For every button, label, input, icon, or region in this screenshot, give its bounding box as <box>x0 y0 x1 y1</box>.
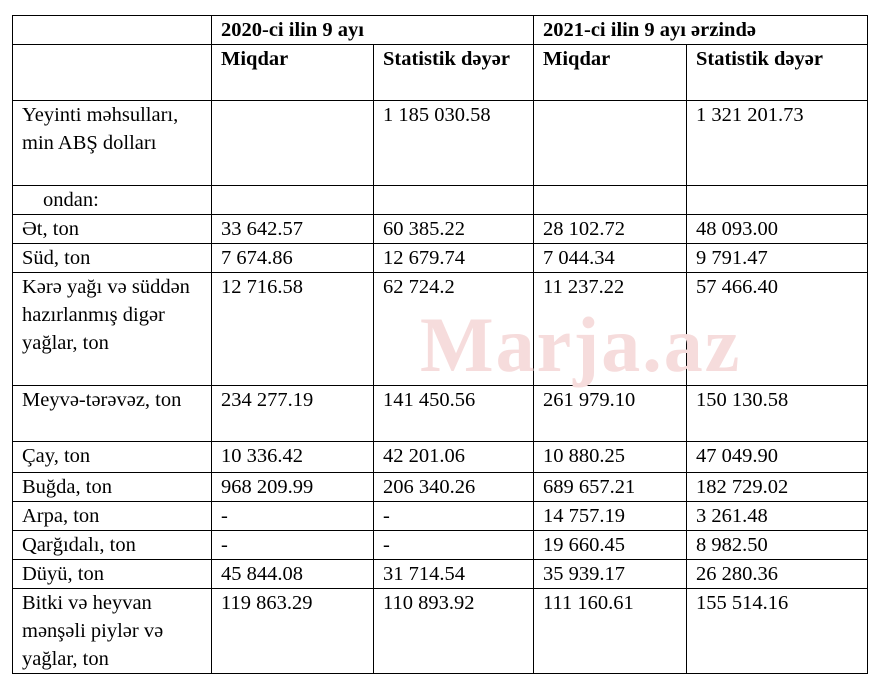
cell-v2020: 12 679.74 <box>373 243 534 273</box>
cell-q2020 <box>211 100 374 186</box>
row-label: Buğda, ton <box>12 472 212 502</box>
table-row: Kərə yağı və süddən hazırlanmış digər ya… <box>12 272 869 386</box>
header-empty-cell <box>12 44 212 101</box>
cell-v2021: 47 049.90 <box>685 441 869 473</box>
row-label: Ət, ton <box>12 214 212 244</box>
cell-q2021: 14 757.19 <box>533 501 687 531</box>
cell-v2020: 206 340.26 <box>373 472 534 502</box>
cell-q2021: 19 660.45 <box>533 530 687 560</box>
cell-q2021 <box>533 185 687 215</box>
table-row: ondan: <box>12 185 869 215</box>
header-quantity-2021: Miqdar <box>533 44 687 101</box>
cell-q2021: 7 044.34 <box>533 243 687 273</box>
table-row: Çay, ton 10 336.42 42 201.06 10 880.25 47 04… <box>12 441 869 473</box>
row-label: ondan: <box>12 185 212 215</box>
table-row: Meyvə-tərəvəz, ton 234 277.19 141 450.56 26… <box>12 385 869 442</box>
row-label: Kərə yağı və süddən hazırlanmış digər ya… <box>12 272 212 386</box>
cell-v2021: 48 093.00 <box>685 214 869 244</box>
food-imports-table: 2020-ci ilin 9 ayı 2021-ci ilin 9 ayı ər… <box>12 15 869 674</box>
cell-q2020: - <box>211 530 374 560</box>
cell-v2020: 60 385.22 <box>373 214 534 244</box>
cell-v2021: 8 982.50 <box>685 530 869 560</box>
cell-v2020: - <box>373 530 534 560</box>
table-row: Süd, ton 7 674.86 12 679.74 7 044.34 9 791.4… <box>12 243 869 273</box>
cell-v2021: 1 321 201.73 <box>685 100 869 186</box>
row-label: Düyü, ton <box>12 559 212 589</box>
header-value-2021: Statistik dəyər <box>685 44 869 101</box>
header-value-2020: Statistik dəyər <box>373 44 534 101</box>
cell-v2021: 26 280.36 <box>685 559 869 589</box>
cell-v2021: 150 130.58 <box>685 385 869 442</box>
table-row: Yeyinti məhsulları, min ABŞ dolları 1 185… <box>12 100 869 186</box>
cell-v2020: 62 724.2 <box>373 272 534 386</box>
cell-q2020: 45 844.08 <box>211 559 374 589</box>
row-label: Qarğıdalı, ton <box>12 530 212 560</box>
cell-v2021: 182 729.02 <box>685 472 869 502</box>
table-row: Arpa, ton - -14 757.19 3 261.48 <box>12 501 869 531</box>
cell-v2020 <box>373 185 534 215</box>
cell-q2020: - <box>211 501 374 531</box>
cell-q2020: 33 642.57 <box>211 214 374 244</box>
header-empty-cell <box>12 15 212 45</box>
cell-v2021 <box>685 185 869 215</box>
cell-v2021: 3 261.48 <box>685 501 869 531</box>
cell-q2020: 7 674.86 <box>211 243 374 273</box>
cell-v2020: 141 450.56 <box>373 385 534 442</box>
cell-q2021: 111 160.61 <box>533 588 687 674</box>
row-label: Çay, ton <box>12 441 212 473</box>
cell-q2021: 689 657.21 <box>533 472 687 502</box>
cell-v2020: - <box>373 501 534 531</box>
row-label: Bitki və heyvan mənşəli piylər və yağlar… <box>12 588 212 674</box>
cell-v2020: 31 714.54 <box>373 559 534 589</box>
table-row: Qarğıdalı, ton - -19 660.45 8 982.50 <box>12 530 869 560</box>
cell-q2020: 968 209.99 <box>211 472 374 502</box>
header-row-periods: 2020-ci ilin 9 ayı 2021-ci ilin 9 ayı ər… <box>12 15 869 45</box>
row-label: Süd, ton <box>12 243 212 273</box>
header-quantity-2020: Miqdar <box>211 44 374 101</box>
cell-v2020: 1 185 030.58 <box>373 100 534 186</box>
cell-q2021: 35 939.17 <box>533 559 687 589</box>
cell-q2020: 119 863.29 <box>211 588 374 674</box>
cell-q2021 <box>533 100 687 186</box>
cell-q2020: 10 336.42 <box>211 441 374 473</box>
table-row: Buğda, ton 968 209.99 206 340.26 689 657.21… <box>12 472 869 502</box>
cell-q2021: 261 979.10 <box>533 385 687 442</box>
cell-q2021: 28 102.72 <box>533 214 687 244</box>
table-row: Bitki və heyvan mənşəli piylər və yağlar… <box>12 588 869 674</box>
cell-q2020: 12 716.58 <box>211 272 374 386</box>
header-period-2020: 2020-ci ilin 9 ayı <box>211 15 534 45</box>
cell-v2021: 9 791.47 <box>685 243 869 273</box>
cell-q2021: 11 237.22 <box>533 272 687 386</box>
cell-v2020: 42 201.06 <box>373 441 534 473</box>
header-period-2021: 2021-ci ilin 9 ayı ərzində <box>532 15 869 45</box>
cell-v2021: 57 466.40 <box>685 272 869 386</box>
header-row-columns: Miqdar Statistik dəyər Miqdar Statistik … <box>12 44 869 101</box>
cell-v2021: 155 514.16 <box>685 588 869 674</box>
row-label: Arpa, ton <box>12 501 212 531</box>
cell-q2020: 234 277.19 <box>211 385 374 442</box>
table-row: Ət, ton 33 642.57 60 385.22 28 102.72 48 093… <box>12 214 869 244</box>
cell-q2021: 10 880.25 <box>533 441 687 473</box>
row-label: Meyvə-tərəvəz, ton <box>12 385 212 442</box>
row-label: Yeyinti məhsulları, min ABŞ dolları <box>12 100 212 186</box>
cell-v2020: 110 893.92 <box>373 588 534 674</box>
cell-q2020 <box>211 185 374 215</box>
table-row: Düyü, ton 45 844.08 31 714.54 35 939.17 26 2… <box>12 559 869 589</box>
